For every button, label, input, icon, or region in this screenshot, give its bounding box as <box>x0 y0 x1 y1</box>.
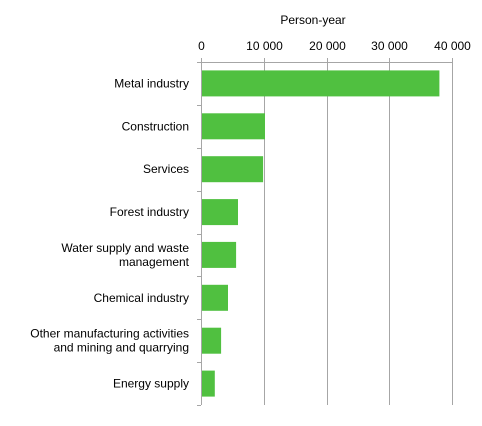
x-tick-labels: 0 10 000 20 000 30 000 40 000 <box>198 39 471 53</box>
x-tick-label: 30 000 <box>371 39 408 53</box>
category-labels: Metal industry Construction Services Forest… <box>30 76 189 390</box>
category-label: Services <box>143 162 189 176</box>
x-tick-label: 20 000 <box>309 39 346 53</box>
category-label: Water supply and waste <box>61 241 189 255</box>
category-label: management <box>119 255 190 269</box>
bar <box>201 370 215 397</box>
bars <box>201 70 440 397</box>
x-tick-label: 10 000 <box>246 39 283 53</box>
category-label: Construction <box>122 119 189 133</box>
gridlines <box>264 62 453 405</box>
bar <box>201 241 237 268</box>
category-label: Chemical industry <box>94 291 189 305</box>
category-label: and mining and quarrying <box>54 341 189 355</box>
x-tick-label: 40 000 <box>434 39 471 53</box>
bar <box>201 199 238 226</box>
bar <box>201 327 222 354</box>
bar <box>201 70 440 97</box>
axes <box>197 58 453 406</box>
category-label: Energy supply <box>113 377 189 391</box>
category-label: Metal industry <box>114 76 189 90</box>
category-label: Forest industry <box>110 205 189 219</box>
bar <box>201 156 264 183</box>
x-axis-title: Person-year <box>280 13 345 27</box>
bar <box>201 113 265 140</box>
bar <box>201 284 228 311</box>
x-tick-label: 0 <box>198 39 205 53</box>
category-label: Other manufacturing activities <box>30 327 189 341</box>
